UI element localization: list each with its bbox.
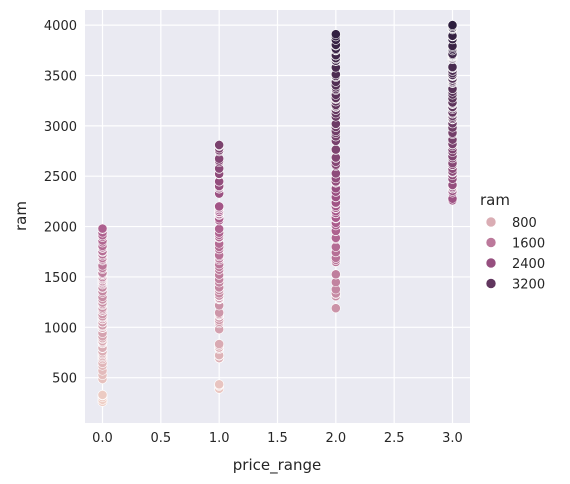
y-tick-label: 3000 <box>44 120 77 135</box>
y-tick-label: 1000 <box>44 321 77 336</box>
x-tick-label: 0.5 <box>150 431 171 446</box>
grid-lines <box>85 10 470 423</box>
y-tick-labels: 500 1000 1500 2000 2500 3000 3500 4000 <box>44 19 77 387</box>
y-tick-label: 4000 <box>44 19 77 34</box>
y-tick-label: 2500 <box>44 170 77 185</box>
data-point <box>330 303 341 314</box>
legend-label: 3200 <box>512 278 545 293</box>
legend-marker <box>485 257 497 269</box>
x-tick-label: 1.0 <box>209 431 230 446</box>
data-point <box>214 201 225 212</box>
y-tick-label: 2000 <box>44 221 77 236</box>
data-point <box>330 29 341 40</box>
x-tick-label: 3.0 <box>442 431 463 446</box>
x-tick-label: 1.5 <box>267 431 288 446</box>
legend-title: ram <box>480 191 510 209</box>
data-point <box>330 144 341 155</box>
data-point <box>447 20 458 31</box>
y-tick-label: 500 <box>52 372 77 387</box>
data-points <box>97 20 458 407</box>
y-tick-label: 1500 <box>44 271 77 286</box>
x-tick-labels: 0.0 0.5 1.0 1.5 2.0 2.5 3.0 <box>92 431 463 446</box>
legend-marker <box>485 278 497 289</box>
x-tick-label: 0.0 <box>92 431 113 446</box>
x-tick-label: 2.0 <box>325 431 346 446</box>
legend-marker <box>485 237 497 248</box>
legend-label: 2400 <box>512 257 545 272</box>
x-axis-label: price_range <box>233 456 321 475</box>
data-point <box>330 269 341 280</box>
legend-label: 800 <box>512 216 537 231</box>
data-point <box>97 389 108 400</box>
data-point <box>330 242 341 252</box>
data-point <box>214 223 225 234</box>
data-point <box>97 223 108 234</box>
legend: ram 800 1600 2400 3200 <box>480 191 545 293</box>
legend-marker <box>485 216 497 228</box>
data-point <box>214 339 225 349</box>
data-point <box>214 140 225 150</box>
data-point <box>214 379 225 390</box>
y-axis-label: ram <box>12 201 30 231</box>
y-tick-label: 3500 <box>44 69 77 84</box>
x-tick-label: 2.5 <box>384 431 405 446</box>
legend-label: 1600 <box>512 237 545 252</box>
